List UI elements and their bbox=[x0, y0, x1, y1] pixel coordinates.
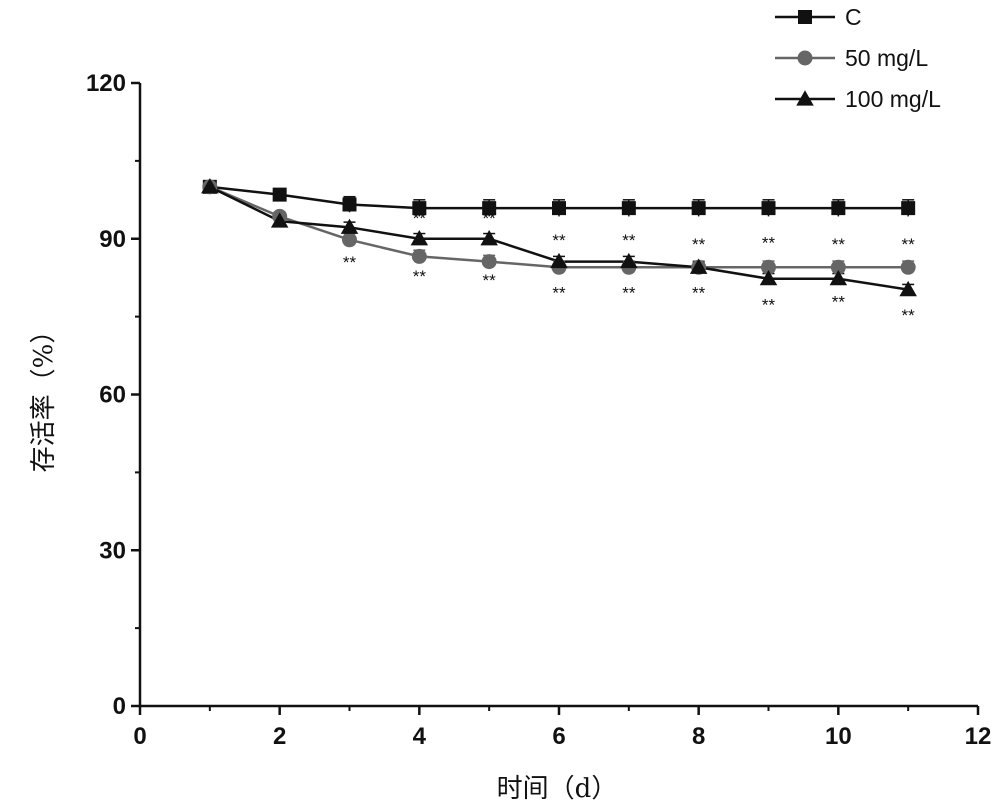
significance-mark: ** bbox=[832, 292, 846, 311]
legend-entry-3-label: 100 mg/L bbox=[845, 86, 941, 112]
y-tick-label: 0 bbox=[113, 693, 126, 720]
significance-mark: ** bbox=[413, 209, 427, 228]
series-2-point bbox=[342, 232, 357, 247]
significance-mark: ** bbox=[483, 271, 497, 290]
significance-mark: ** bbox=[762, 234, 776, 253]
legend-entry-1-marker bbox=[798, 10, 812, 24]
series-2-point bbox=[412, 249, 427, 264]
significance-mark: ** bbox=[902, 235, 916, 254]
series-1-point bbox=[831, 201, 845, 215]
significance-mark: ** bbox=[622, 283, 636, 302]
series-1-point bbox=[552, 201, 566, 215]
significance-mark: ** bbox=[622, 231, 636, 250]
significance-mark: ** bbox=[692, 283, 706, 302]
x-tick-label: 4 bbox=[413, 723, 427, 750]
x-tick-label: 6 bbox=[552, 723, 565, 750]
series-1-point bbox=[273, 188, 287, 202]
series-1-point bbox=[692, 201, 706, 215]
series-1-point bbox=[762, 201, 776, 215]
x-tick-label: 2 bbox=[273, 723, 286, 750]
y-tick-label: 30 bbox=[99, 537, 126, 564]
legend: C 50 mg/L 100 mg/L bbox=[775, 4, 941, 112]
series-1-point bbox=[343, 197, 357, 211]
axis-ticks: 0246810120306090120 bbox=[86, 70, 991, 750]
legend-entry-1-label: C bbox=[845, 4, 862, 30]
y-tick-label: 120 bbox=[86, 70, 126, 97]
y-tick-label: 90 bbox=[99, 226, 126, 253]
significance-mark: ** bbox=[692, 235, 706, 254]
series-1-point bbox=[901, 201, 915, 215]
x-tick-label: 8 bbox=[692, 723, 705, 750]
legend-entry-2-marker bbox=[798, 51, 813, 66]
significance-mark: ** bbox=[343, 253, 357, 272]
significance-mark: ** bbox=[552, 231, 566, 250]
series-2-point bbox=[901, 260, 916, 275]
significance-mark: ** bbox=[902, 306, 916, 325]
x-tick-label: 12 bbox=[965, 723, 992, 750]
significance-mark: ** bbox=[483, 209, 497, 228]
significance-mark: ** bbox=[413, 267, 427, 286]
x-tick-label: 10 bbox=[825, 723, 852, 750]
series-1-point bbox=[622, 201, 636, 215]
significance-mark: ** bbox=[552, 283, 566, 302]
y-axis-title: 存活率（%） bbox=[29, 318, 59, 473]
significance-mark: ** bbox=[832, 235, 846, 254]
x-axis-title: 时间（d） bbox=[497, 774, 618, 804]
x-tick-label: 0 bbox=[133, 723, 146, 750]
legend-entry-2-label: 50 mg/L bbox=[845, 45, 928, 71]
series-2-point bbox=[482, 254, 497, 269]
significance-mark: ** bbox=[762, 295, 776, 314]
axes bbox=[140, 83, 978, 706]
y-tick-label: 60 bbox=[99, 382, 126, 409]
